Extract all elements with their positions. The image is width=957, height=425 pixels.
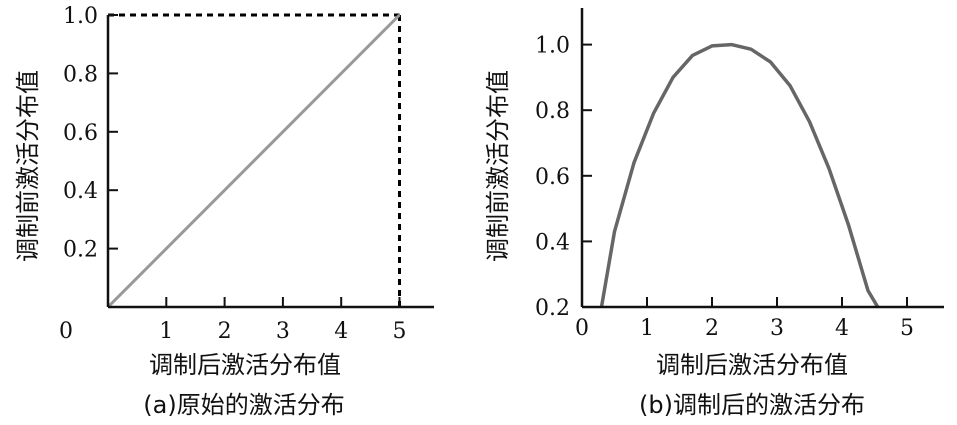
chart-a-y-tick-label: 0.4 <box>63 179 98 204</box>
chart-b-x-tick-label: 3 <box>770 316 784 341</box>
chart-a-x-tick-label: 1 <box>159 319 173 344</box>
chart-b-y-tick-label: 0.4 <box>535 230 570 255</box>
chart-a-x-tick-label: 3 <box>276 319 290 344</box>
chart-b-y-tick-label: 0.8 <box>535 99 570 124</box>
chart-b-y-axis-title: 调制前激活分布值 <box>484 70 512 262</box>
chart-a-y-tick-label: 0.2 <box>63 238 98 263</box>
chart-a-x-tick-label: 5 <box>393 319 407 344</box>
chart-b-x-tick-label: 0 <box>575 316 589 341</box>
chart-a-x-axis-title: 调制后激活分布值 <box>149 351 341 379</box>
chart-b-x-tick-label: 2 <box>705 316 719 341</box>
chart-a-origin-label: 0 <box>59 319 73 344</box>
chart-a-x-ticks: 1 2 3 4 5 <box>159 297 407 344</box>
chart-b-y-tick-label: 1.0 <box>535 34 570 59</box>
chart-a-marks <box>106 13 401 309</box>
chart-a-y-tick-label: 0.6 <box>63 121 98 146</box>
chart-a-x-tick-label: 2 <box>218 319 232 344</box>
chart-b-x-tick-label: 5 <box>900 316 914 341</box>
chart-b-series-line-0 <box>599 42 880 308</box>
chart-a-x-tick-label: 4 <box>334 319 348 344</box>
chart-a-series-line-0 <box>106 13 401 309</box>
chart-a-y-ticks: 0.2 0.4 0.6 0.8 1.0 <box>63 4 118 263</box>
chart-a-y-axis-title: 调制前激活分布值 <box>14 70 42 262</box>
chart-a-y-tick-label: 0.8 <box>63 62 98 87</box>
chart-a-y-tick-label: 1.0 <box>63 4 98 29</box>
chart-panel-b: 0 1 2 3 4 5 0.2 0.4 0.6 0.8 1.0 调制后激活分布值 调制前激活分布值… <box>484 8 944 419</box>
chart-b-x-tick-label: 1 <box>640 316 654 341</box>
chart-b-marks <box>599 42 880 308</box>
chart-b-y-ticks: 0.2 0.4 0.6 0.8 1.0 <box>535 34 592 321</box>
chart-b-x-tick-label: 4 <box>835 316 849 341</box>
chart-panel-a: 1 2 3 4 5 0.2 0.4 0.6 0.8 1.0 0 调制后激活分布值 调制前激活分布… <box>14 4 434 419</box>
chart-b-y-tick-label: 0.2 <box>535 296 570 321</box>
chart-b-x-axis-title: 调制后激活分布值 <box>656 351 848 379</box>
chart-b-y-tick-label: 0.6 <box>535 165 570 190</box>
chart-b-x-ticks: 0 1 2 3 4 5 <box>575 297 914 341</box>
chart-a-caption: (a)原始的激活分布 <box>143 391 344 419</box>
chart-b-caption: (b)调制后的激活分布 <box>639 391 865 419</box>
